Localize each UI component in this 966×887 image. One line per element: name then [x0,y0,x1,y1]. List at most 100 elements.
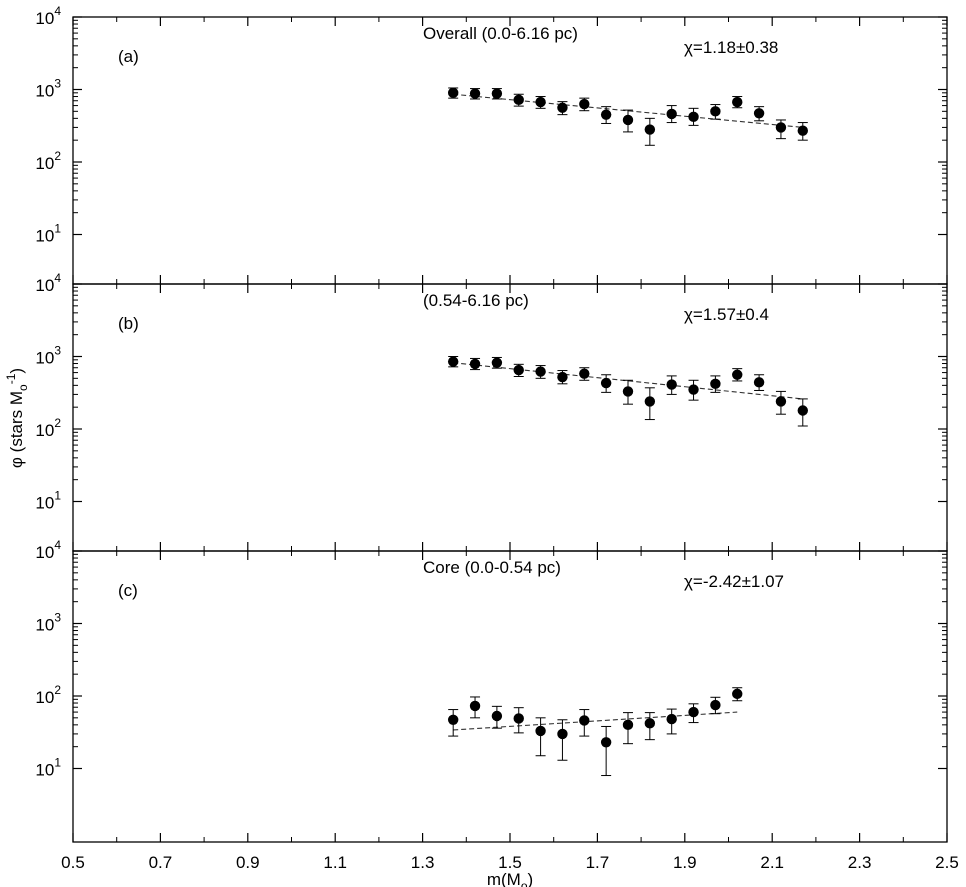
data-point [710,106,721,117]
data-point [579,368,590,379]
data-point [775,122,787,133]
y-tick-label: 101 [35,756,61,780]
panel-frame-c [72,550,948,843]
data-point [557,728,568,740]
y-tick-label: 102 [35,149,61,173]
x-tick-label: 1.9 [673,853,697,872]
x-tick-label: 2.3 [848,853,872,872]
data-point [447,714,459,725]
data-point [666,379,677,390]
data-point [535,366,546,377]
y-tick-base: 10 [35,543,54,562]
data-point [688,384,699,395]
data-point [600,737,612,748]
data-point [688,706,699,718]
x-axis-title: m(Mo) [487,870,533,887]
x-axis-title-part: ) [528,870,534,887]
y-tick-label: 103 [35,611,61,635]
y-tick-base: 10 [35,421,54,440]
data-point [557,102,568,113]
data-point [447,356,459,367]
y-tick-exponent: 4 [54,271,61,285]
x-tick-label: 0.5 [61,853,85,872]
data-point [513,713,524,724]
data-point [732,369,743,380]
label-layer: (a) Overall (0.0-6.16 pc) χ=1.18±0.38 (b) (0… [4,24,959,887]
y-tick-exponent: 3 [54,77,61,91]
y-tick-exponent: 2 [54,416,61,430]
y-tick-exponent: 3 [54,611,61,625]
panel-label: (c) [118,581,138,600]
data-point [775,396,787,407]
y-tick-exponent: 2 [54,149,61,163]
data-point [513,94,524,106]
y-tick-base: 10 [35,616,54,635]
y-tick-base: 10 [35,227,54,246]
x-tick-label: 2.5 [935,853,959,872]
panel-title: Core (0.0-0.54 pc) [423,558,561,577]
panel-frame-a [72,16,948,285]
y-tick-exponent: 1 [54,756,61,770]
data-point [753,108,765,119]
x-tick-label: 1.1 [323,853,347,872]
panel-label: (b) [118,314,139,333]
data-point [688,111,699,123]
y-tick-base: 10 [35,9,54,28]
y-tick-base: 10 [35,276,54,295]
data-point [644,718,656,729]
data-point [491,357,503,368]
y-tick-label: 104 [35,538,61,562]
data-point [600,109,612,120]
y-tick-label: 104 [35,271,61,295]
x-axis-title-part: m(M [487,870,521,887]
y-axis-title: φ (stars Mo-1) [4,368,30,468]
x-tick-label: 1.3 [411,853,435,872]
data-point [469,88,481,99]
data-point [710,699,721,711]
x-tick-label: 0.7 [149,853,173,872]
data-point [469,358,481,370]
data-point [491,88,503,99]
data-point [732,96,743,108]
data-point [666,108,677,120]
y-tick-exponent: 1 [54,222,61,236]
slope-annotation: χ=1.57±0.4 [684,305,769,324]
fit-line-a [453,93,803,128]
x-tick-label: 1.5 [498,853,522,872]
x-tick-label: 0.9 [236,853,260,872]
y-tick-label: 104 [35,4,61,28]
y-tick-base: 10 [35,494,54,513]
y-tick-base: 10 [35,349,54,368]
y-tick-base: 10 [35,154,54,173]
fit-line-b [453,362,803,400]
data-point [535,96,546,108]
y-axis-title-part: -1 [4,373,18,384]
y-tick-exponent: 4 [54,4,61,18]
x-tick-label: 2.1 [760,853,784,872]
y-axis-title-part: o [16,384,30,391]
y-tick-label: 103 [35,77,61,101]
y-tick-base: 10 [35,688,54,707]
y-tick-label: 101 [35,222,61,246]
y-tick-label: 102 [35,683,61,707]
data-point [513,364,524,376]
y-tick-exponent: 1 [54,489,61,503]
slope-annotation: χ=1.18±0.38 [684,38,778,57]
panel-title: Overall (0.0-6.16 pc) [423,24,578,43]
data-point [753,377,765,388]
data-point [579,98,590,110]
y-tick-base: 10 [35,82,54,101]
data-point [535,725,546,737]
y-axis-title-part: ) [7,368,26,374]
panel-title: (0.54-6.16 pc) [423,291,529,310]
panel-label: (a) [118,47,139,66]
data-point [622,114,634,126]
y-tick-label: 103 [35,344,61,368]
y-tick-label: 101 [35,489,61,513]
y-tick-exponent: 2 [54,683,61,697]
y-tick-base: 10 [35,761,54,780]
data-point [491,710,503,722]
data-point [579,715,590,726]
